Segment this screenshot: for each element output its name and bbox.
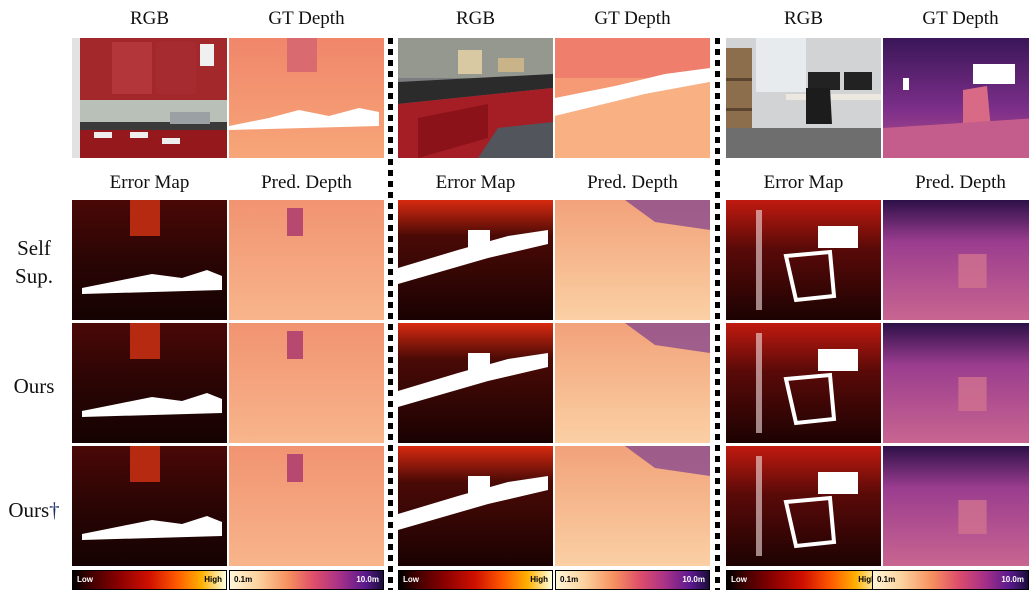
error-map-ours-scene-3 — [726, 323, 881, 443]
pred-depth-ours-scene-3 — [883, 323, 1029, 443]
pred-depth-ours-scene-2 — [555, 323, 710, 443]
row-label-ours-dagger: Ours† — [0, 496, 68, 524]
header-pred-depth-3: Pred. Depth — [915, 172, 1006, 193]
depth-colorbar-max: 10.0m — [1001, 575, 1024, 584]
header-error-map-1: Error Map — [109, 172, 190, 193]
row-label-self-sup: Self Sup. — [0, 234, 68, 290]
depth-colorbar-min: 0.1m — [560, 575, 579, 584]
error-colorbar-high: High — [204, 575, 222, 584]
row-label-ours-text: Ours — [8, 498, 50, 522]
pred-depth-ours-dagger-scene-2 — [555, 446, 710, 566]
error-colorbar-3: Low High — [726, 570, 881, 590]
depth-colorbar-min: 0.1m — [234, 575, 253, 584]
error-map-self-sup-scene-1 — [72, 200, 227, 320]
error-colorbar-2: Low High — [398, 570, 553, 590]
row-label-sup: Sup. — [15, 264, 53, 288]
error-colorbar-low: Low — [403, 575, 419, 584]
group-separator-2 — [715, 38, 720, 590]
depth-colorbar-max: 10.0m — [682, 575, 705, 584]
error-colorbar-low: Low — [731, 575, 747, 584]
rgb-image-office — [726, 38, 881, 158]
depth-colorbar-1: 0.1m 10.0m — [229, 570, 384, 590]
header-gt-depth-1: GT Depth — [268, 8, 345, 29]
header-rgb-2: RGB — [455, 8, 496, 29]
header-error-map-3: Error Map — [763, 172, 844, 193]
header-rgb-3: RGB — [783, 8, 824, 29]
error-map-ours-dagger-scene-3 — [726, 446, 881, 566]
pred-depth-ours-dagger-scene-3 — [883, 446, 1029, 566]
rgb-image-desk — [398, 38, 553, 158]
error-colorbar-1: Low High — [72, 570, 227, 590]
depth-colorbar-min: 0.1m — [877, 575, 896, 584]
pred-depth-ours-scene-1 — [229, 323, 384, 443]
error-colorbar-high: High — [530, 575, 548, 584]
header-error-map-2: Error Map — [435, 172, 516, 193]
row-label-self: Self — [17, 236, 51, 260]
error-map-self-sup-scene-2 — [398, 200, 553, 320]
error-map-ours-dagger-scene-2 — [398, 446, 553, 566]
error-map-self-sup-scene-3 — [726, 200, 881, 320]
row-label-ours: Ours — [13, 374, 55, 398]
rgb-image-kitchen — [72, 38, 227, 158]
header-gt-depth-2: GT Depth — [594, 8, 671, 29]
header-rgb-1: RGB — [129, 8, 170, 29]
gt-depth-image-kitchen — [229, 38, 384, 158]
error-map-ours-scene-2 — [398, 323, 553, 443]
pred-depth-ours-dagger-scene-1 — [229, 446, 384, 566]
dagger-mark: † — [49, 498, 60, 522]
pred-depth-self-sup-scene-1 — [229, 200, 384, 320]
error-map-ours-dagger-scene-1 — [72, 446, 227, 566]
pred-depth-self-sup-scene-3 — [883, 200, 1029, 320]
depth-colorbar-max: 10.0m — [356, 575, 379, 584]
header-pred-depth-2: Pred. Depth — [587, 172, 678, 193]
error-colorbar-high: High — [858, 575, 876, 584]
header-pred-depth-1: Pred. Depth — [261, 172, 352, 193]
depth-colorbar-2: 0.1m 10.0m — [555, 570, 710, 590]
gt-depth-image-office — [883, 38, 1029, 158]
header-gt-depth-3: GT Depth — [922, 8, 999, 29]
pred-depth-self-sup-scene-2 — [555, 200, 710, 320]
depth-colorbar-3: 0.1m 10.0m — [872, 570, 1029, 590]
gt-depth-image-desk — [555, 38, 710, 158]
error-colorbar-low: Low — [77, 575, 93, 584]
error-map-ours-scene-1 — [72, 323, 227, 443]
group-separator-1 — [388, 38, 393, 590]
